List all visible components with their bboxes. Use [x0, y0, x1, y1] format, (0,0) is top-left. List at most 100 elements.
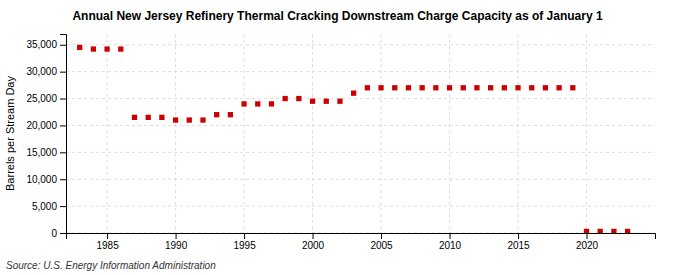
y-tick: 20,000 — [26, 120, 66, 131]
y-tick-label: 5,000 — [32, 201, 57, 212]
source-note: Source: U.S. Energy Information Administ… — [6, 260, 216, 271]
point — [611, 229, 616, 233]
y-tick-mark — [60, 233, 66, 234]
y-tick-mark — [60, 206, 66, 207]
x-grid-line — [381, 34, 382, 233]
y-grid-line — [66, 152, 655, 153]
x-tick-label: 1995 — [233, 240, 256, 251]
y-tick: 10,000 — [26, 174, 66, 185]
y-axis-line — [60, 35, 67, 234]
point — [598, 229, 603, 233]
y-tick-label: 30,000 — [26, 66, 57, 77]
chart: 1985 1990 1995 2000 2005 2010 2015 2020 0 5,000 10… — [0, 0, 675, 275]
x-grid-line — [586, 34, 587, 233]
x-tick-mark — [107, 233, 108, 239]
point — [77, 45, 82, 50]
x-tick: 2005 — [370, 233, 393, 251]
point — [118, 46, 123, 51]
y-tick-label: 20,000 — [26, 120, 57, 131]
point — [447, 85, 452, 90]
point — [474, 85, 479, 90]
grid — [66, 34, 655, 233]
y-tick-mark — [60, 125, 66, 126]
x-tick-mark — [381, 233, 382, 239]
x-grid-line — [449, 34, 450, 233]
x-tick-label: 1990 — [165, 240, 188, 251]
point — [146, 115, 151, 120]
plot: 1985 1990 1995 2000 2005 2010 2015 2020 0 5,000 10… — [26, 34, 655, 251]
x-tick: 2000 — [302, 233, 325, 251]
point — [132, 115, 137, 120]
y-tick-mark — [60, 99, 66, 100]
x-tick-label: 2010 — [439, 240, 462, 251]
y-tick-mark — [60, 152, 66, 153]
x-tick-label: 2015 — [507, 240, 530, 251]
y-axis: 0 5,000 10,000 15,000 20,000 25,000 30,000 35,0… — [26, 35, 66, 239]
point — [570, 85, 575, 90]
y-axis-title: Barrels per Stream Day — [4, 76, 16, 191]
point — [214, 112, 219, 117]
point — [324, 99, 329, 104]
point — [461, 85, 466, 90]
x-tick-label: 2000 — [302, 240, 325, 251]
x-tick-mark — [450, 233, 451, 239]
points — [77, 45, 630, 233]
x-grid-line — [107, 34, 108, 233]
x-tick: 1995 — [233, 233, 256, 251]
x-tick-mark — [313, 233, 314, 239]
y-tick-mark — [60, 179, 66, 180]
point — [392, 85, 397, 90]
y-grid-line — [66, 179, 655, 180]
point — [283, 96, 288, 101]
y-grid-line — [66, 71, 655, 72]
x-axis: 1985 1990 1995 2000 2005 2010 2015 2020 — [67, 233, 656, 251]
point — [173, 117, 178, 122]
y-grid-line — [66, 44, 655, 45]
y-tick-label: 35,000 — [26, 39, 57, 50]
point — [529, 85, 534, 90]
point — [625, 229, 630, 233]
point — [488, 85, 493, 90]
point — [556, 85, 561, 90]
x-tick-label: 2005 — [370, 240, 393, 251]
point — [365, 85, 370, 90]
point — [543, 85, 548, 90]
y-grid-line — [66, 206, 655, 207]
point — [337, 99, 342, 104]
point — [378, 85, 383, 90]
x-tick: 1985 — [96, 233, 119, 251]
point — [351, 91, 356, 96]
point — [104, 46, 109, 51]
point — [255, 101, 260, 106]
x-tick-mark — [587, 233, 588, 239]
point — [187, 117, 192, 122]
y-grid-line — [66, 98, 655, 99]
y-tick: 35,000 — [26, 39, 66, 50]
point — [502, 85, 507, 90]
y-tick: 30,000 — [26, 66, 66, 77]
y-tick: 5,000 — [32, 201, 66, 212]
y-tick-label: 15,000 — [26, 147, 57, 158]
point — [200, 117, 205, 122]
x-tick: 1990 — [165, 233, 188, 251]
y-tick-label: 25,000 — [26, 93, 57, 104]
y-tick-mark — [60, 45, 66, 46]
y-tick: 25,000 — [26, 93, 66, 104]
point — [515, 85, 520, 90]
point — [241, 101, 246, 106]
x-tick-mark — [244, 233, 245, 239]
x-tick: 2015 — [507, 233, 530, 251]
point — [269, 101, 274, 106]
y-tick-label: 10,000 — [26, 174, 57, 185]
x-grid-line — [518, 34, 519, 233]
x-axis-line — [67, 234, 656, 240]
y-grid-line — [66, 125, 655, 126]
y-tick: 0 — [51, 228, 66, 239]
x-tick: 2020 — [576, 233, 599, 251]
point — [228, 112, 233, 117]
point — [433, 85, 438, 90]
point — [310, 99, 315, 104]
x-grid-line — [312, 34, 313, 233]
point — [91, 46, 96, 51]
x-tick-label: 1985 — [96, 240, 119, 251]
